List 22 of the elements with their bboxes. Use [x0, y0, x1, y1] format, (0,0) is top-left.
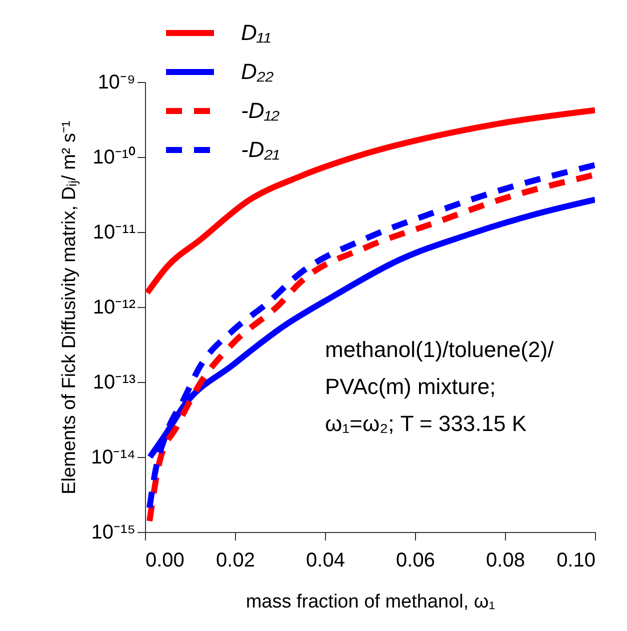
x-tick-label: 0.04 [306, 550, 345, 572]
legend-label: D₁₁ [241, 20, 271, 45]
legend-label: -D₂₁ [241, 137, 280, 162]
x-tick-label: 0.10 [556, 550, 596, 572]
y-tick-label: 10⁻¹⁴ [91, 446, 136, 468]
annotation: PVAc(m) mixture; [325, 374, 496, 399]
annotation: methanol(1)/toluene(2)/ [325, 337, 555, 362]
y-tick-label: 10⁻⁹ [98, 72, 136, 94]
y-tick-label: 10⁻¹⁰ [92, 146, 136, 168]
x-tick-label: 0.02 [216, 550, 255, 572]
x-tick-label: 0.00 [146, 550, 184, 572]
legend-label: D₂₂ [241, 59, 274, 84]
legend-label: -D₁₂ [241, 98, 280, 123]
y-tick-label: 10⁻¹² [92, 296, 136, 318]
y-tick-label: 10⁻¹⁵ [91, 522, 136, 544]
annotation: ω₁=ω₂; T = 333.15 K [325, 411, 527, 436]
y-tick-label: 10⁻¹³ [92, 372, 136, 394]
y-axis-title: Elements of Fick Diffusivity matrix, Dᵢⱼ/ m² s⁻¹ [59, 120, 80, 494]
y-tick-label: 10⁻¹¹ [92, 222, 136, 244]
x-tick-label: 0.06 [396, 550, 435, 572]
x-tick-label: 0.08 [486, 550, 525, 572]
x-axis-title: mass fraction of methanol, ω₁ [246, 592, 496, 612]
